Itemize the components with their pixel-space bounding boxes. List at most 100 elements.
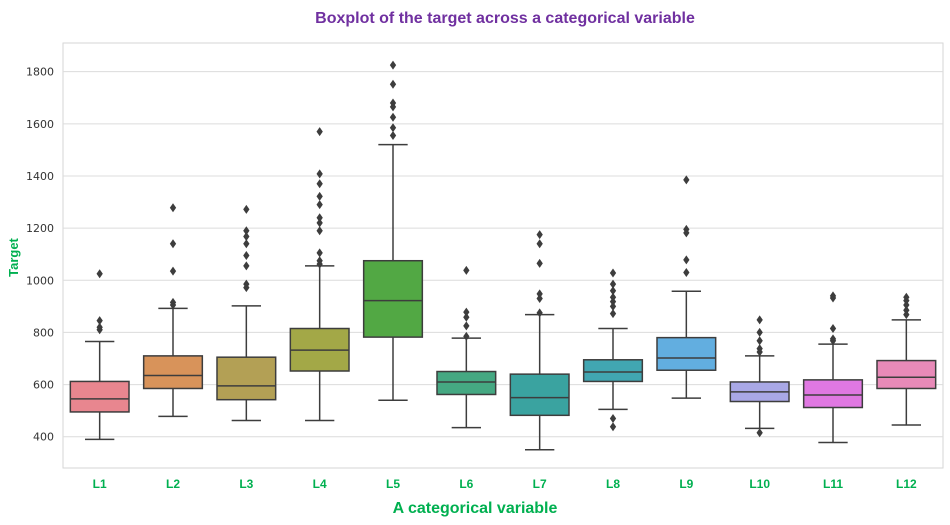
outlier-point — [316, 248, 323, 258]
outlier-point — [316, 259, 323, 269]
x-tick-label: L10 — [749, 477, 770, 491]
box-l5 — [362, 60, 424, 401]
box-l11 — [802, 291, 864, 444]
outlier-point — [389, 112, 397, 122]
outlier-point — [609, 413, 617, 423]
outlier-point — [536, 230, 543, 240]
outlier-point — [609, 309, 617, 319]
x-tick-label: L9 — [679, 477, 693, 491]
y-tick-label: 600 — [33, 379, 54, 392]
outlier-point — [829, 293, 837, 303]
box-l3 — [216, 204, 277, 422]
gridlines — [63, 71, 943, 438]
outlier-point — [683, 267, 690, 277]
box-l12 — [876, 292, 937, 426]
box-l2 — [142, 203, 204, 418]
iqr-box — [509, 373, 570, 417]
x-tick-label: L8 — [606, 477, 620, 491]
outlier-point — [609, 422, 617, 432]
outlier-point — [243, 261, 250, 271]
outlier-point — [903, 310, 910, 320]
x-tick-label: L4 — [313, 477, 327, 491]
outlier-point — [683, 228, 690, 238]
x-tick-label: L2 — [166, 477, 180, 491]
x-tick-label: L1 — [93, 477, 107, 491]
x-tick-label: L11 — [823, 477, 843, 491]
outlier-point — [609, 268, 617, 278]
outlier-point — [169, 203, 177, 213]
outlier-point — [389, 60, 397, 70]
chart-title: Boxplot of the target across a categoric… — [315, 10, 695, 27]
outlier-point — [96, 269, 103, 279]
outlier-point — [536, 308, 543, 318]
outlier-point — [243, 231, 250, 241]
outlier-point — [243, 239, 250, 249]
box-l10 — [729, 315, 790, 438]
outlier-point — [243, 251, 250, 260]
outlier-point — [316, 218, 323, 228]
iqr-box — [582, 359, 644, 383]
x-axis-label: A categorical variable — [392, 500, 558, 517]
outlier-point — [243, 283, 250, 293]
outlier-point — [756, 315, 763, 325]
iqr-box — [656, 336, 717, 371]
outlier-point — [96, 316, 103, 326]
iqr-box — [362, 259, 424, 338]
outlier-point — [829, 324, 837, 334]
outlier-point — [683, 255, 690, 265]
x-tick-label: L5 — [386, 477, 400, 491]
iqr-box — [69, 380, 130, 413]
outlier-point — [756, 347, 763, 357]
y-tick-label: 1200 — [26, 222, 54, 235]
x-tick-label: L7 — [533, 477, 547, 491]
y-tick-label: 1600 — [26, 118, 54, 131]
outlier-point — [243, 226, 250, 236]
outlier-point — [463, 321, 470, 331]
y-tick-label: 400 — [33, 431, 54, 444]
outlier-point — [316, 179, 323, 189]
x-axis-ticks: L1 L2 L3 L4 L5 L6 L7 L8 L9 L10 L11 L12 — [93, 477, 917, 491]
outlier-point — [536, 258, 543, 268]
outlier-point — [169, 239, 177, 249]
outlier-point — [316, 169, 323, 179]
outlier-point — [536, 289, 543, 299]
outlier-point — [316, 191, 323, 201]
outlier-point — [463, 307, 470, 317]
outlier-point — [316, 213, 323, 223]
outlier-point — [169, 266, 177, 276]
y-tick-label: 1800 — [26, 66, 54, 79]
x-tick-label: L6 — [459, 477, 473, 491]
outlier-point — [316, 200, 323, 210]
outlier-point — [389, 131, 397, 141]
y-tick-label: 1400 — [26, 170, 54, 183]
outlier-point — [756, 336, 763, 346]
outlier-point — [536, 294, 543, 304]
outlier-point — [316, 127, 323, 137]
box-l1 — [69, 269, 130, 441]
box-l8 — [582, 268, 644, 432]
outlier-point — [756, 327, 763, 337]
box-l6 — [436, 265, 497, 429]
x-tick-label: L3 — [239, 477, 253, 491]
outlier-point — [463, 312, 470, 322]
y-axis-ticks: 400 600 800 1000 1200 1400 1600 1800 — [26, 66, 54, 444]
outlier-point — [609, 297, 617, 307]
outlier-point — [389, 79, 397, 89]
outlier-point — [829, 336, 837, 346]
outlier-point — [389, 123, 397, 133]
iqr-box — [142, 355, 204, 390]
outlier-point — [609, 301, 617, 311]
iqr-box — [802, 379, 864, 409]
x-tick-label: L12 — [896, 477, 917, 491]
box-l4 — [289, 127, 350, 422]
iqr-box — [436, 370, 497, 396]
y-tick-label: 800 — [33, 326, 54, 339]
outlier-point — [316, 226, 323, 236]
box-l9 — [656, 175, 717, 399]
iqr-box — [876, 359, 937, 390]
outlier-point — [243, 204, 250, 214]
outlier-point — [609, 286, 617, 296]
outlier-point — [683, 175, 690, 185]
outlier-point — [463, 331, 470, 341]
